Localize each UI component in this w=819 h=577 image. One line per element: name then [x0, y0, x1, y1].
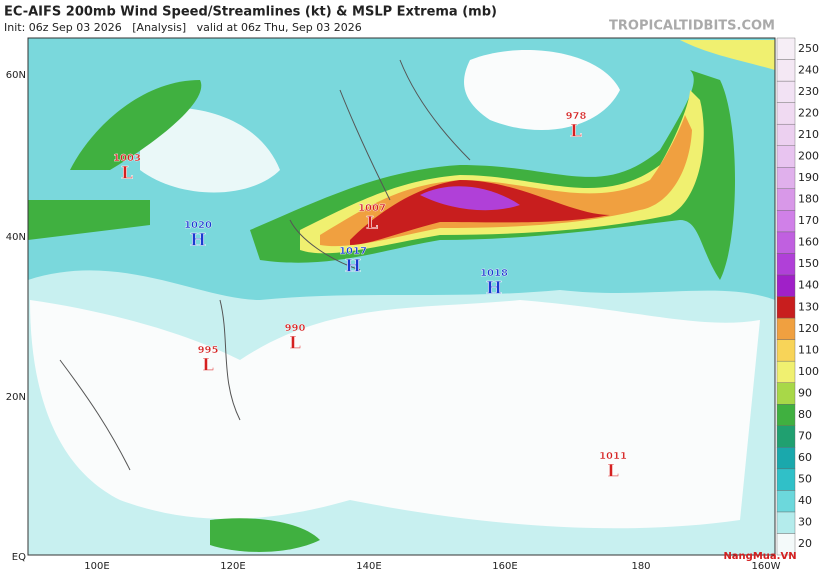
- colorbar-label: 40: [798, 494, 812, 507]
- colorbar-label: 210: [798, 128, 819, 141]
- pressure-letter: L: [366, 214, 378, 234]
- pressure-letter: L: [289, 334, 301, 354]
- pressure-value: 1017: [339, 246, 367, 257]
- colorbar-label: 200: [798, 149, 819, 162]
- pressure-value: 1020: [184, 220, 212, 231]
- colorbar-cell: [776, 382, 796, 405]
- colorbar-label: 250: [798, 42, 819, 55]
- colorbar-cell: [776, 145, 796, 168]
- colorbar-label: 190: [798, 171, 819, 184]
- pressure-value: 1011: [599, 451, 627, 462]
- subtitle: Init: 06z Sep 03 2026 [Analysis] valid a…: [4, 21, 362, 34]
- colorbar-cell: [776, 59, 796, 82]
- colorbar-cell: [776, 339, 796, 362]
- pressure-letter: H: [190, 231, 206, 251]
- pressure-letter: L: [121, 164, 133, 184]
- colorbar-label: 20: [798, 537, 812, 550]
- map-frame: [27, 37, 776, 556]
- colorbar-label: 50: [798, 473, 812, 486]
- colorbar-cell: [776, 253, 796, 276]
- colorbar-label: 170: [798, 214, 819, 227]
- colorbar-label: 140: [798, 279, 819, 292]
- colorbar-label: 110: [798, 343, 819, 356]
- colorbar-cell: [776, 317, 796, 340]
- colorbar-label: 230: [798, 85, 819, 98]
- colorbar-label: 80: [798, 408, 812, 421]
- pressure-letter: H: [345, 257, 361, 277]
- pressure-value: 995: [198, 345, 219, 356]
- colorbar-cell: [776, 102, 796, 125]
- colorbar-cell: [776, 188, 796, 211]
- site-name: TROPICALTIDBITS.COM: [609, 19, 775, 34]
- colorbar-cell: [776, 447, 796, 470]
- colorbar-cell: [776, 490, 796, 513]
- lon-label: 160E: [492, 561, 517, 572]
- colorbar-cell: [776, 425, 796, 448]
- pressure-value: 1007: [358, 203, 386, 214]
- pressure-value: 990: [285, 323, 306, 334]
- colorbar-label: 220: [798, 106, 819, 119]
- colorbar-cell: [776, 468, 796, 491]
- colorbar-label: 90: [798, 386, 812, 399]
- colorbar-cell: [776, 296, 796, 319]
- colorbar-label: 70: [798, 430, 812, 443]
- colorbar-label: 120: [798, 322, 819, 335]
- lon-label: 180: [631, 561, 650, 572]
- colorbar-cell: [776, 274, 796, 297]
- lon-label: 140E: [356, 561, 381, 572]
- colorbar-label: 160: [798, 236, 819, 249]
- colorbar-cell: [776, 167, 796, 189]
- title: EC-AIFS 200mb Wind Speed/Streamlines (kt…: [4, 5, 497, 20]
- lat-label: 40N: [6, 232, 26, 243]
- lon-label: 120E: [220, 561, 245, 572]
- lat-label: EQ: [12, 552, 26, 563]
- colorbar-cell: [776, 511, 796, 534]
- colorbar-label: 150: [798, 257, 819, 270]
- colorbar-label: 130: [798, 300, 819, 313]
- colorbar-cell: [776, 123, 796, 146]
- lat-label: 20N: [6, 392, 26, 403]
- lon-label: 100E: [84, 561, 109, 572]
- map-background: [28, 38, 775, 555]
- lat-label: 60N: [6, 70, 26, 81]
- colorbar-label: 60: [798, 451, 812, 464]
- pressure-letter: H: [486, 279, 502, 299]
- colorbar-label: 180: [798, 193, 819, 206]
- watermark: NangMua.VN: [723, 551, 796, 562]
- pressure-value: 1018: [480, 268, 508, 279]
- pressure-letter: L: [607, 462, 619, 482]
- colorbar-cell: [776, 80, 796, 103]
- colorbar-label: 240: [798, 63, 819, 76]
- pressure-letter: L: [202, 356, 214, 376]
- pressure-value: 1003: [113, 153, 141, 164]
- colorbar-label: 100: [798, 365, 819, 378]
- pressure-letter: L: [570, 122, 582, 142]
- colorbar-cell: [776, 37, 796, 60]
- colorbar-label: 30: [798, 516, 812, 529]
- colorbar-cell: [776, 231, 796, 254]
- pressure-value: 978: [566, 111, 587, 122]
- colorbar-cell: [776, 210, 796, 233]
- colorbar-cell: [776, 404, 796, 426]
- colorbar-cell: [776, 360, 796, 383]
- lon-label: 160W: [752, 561, 781, 572]
